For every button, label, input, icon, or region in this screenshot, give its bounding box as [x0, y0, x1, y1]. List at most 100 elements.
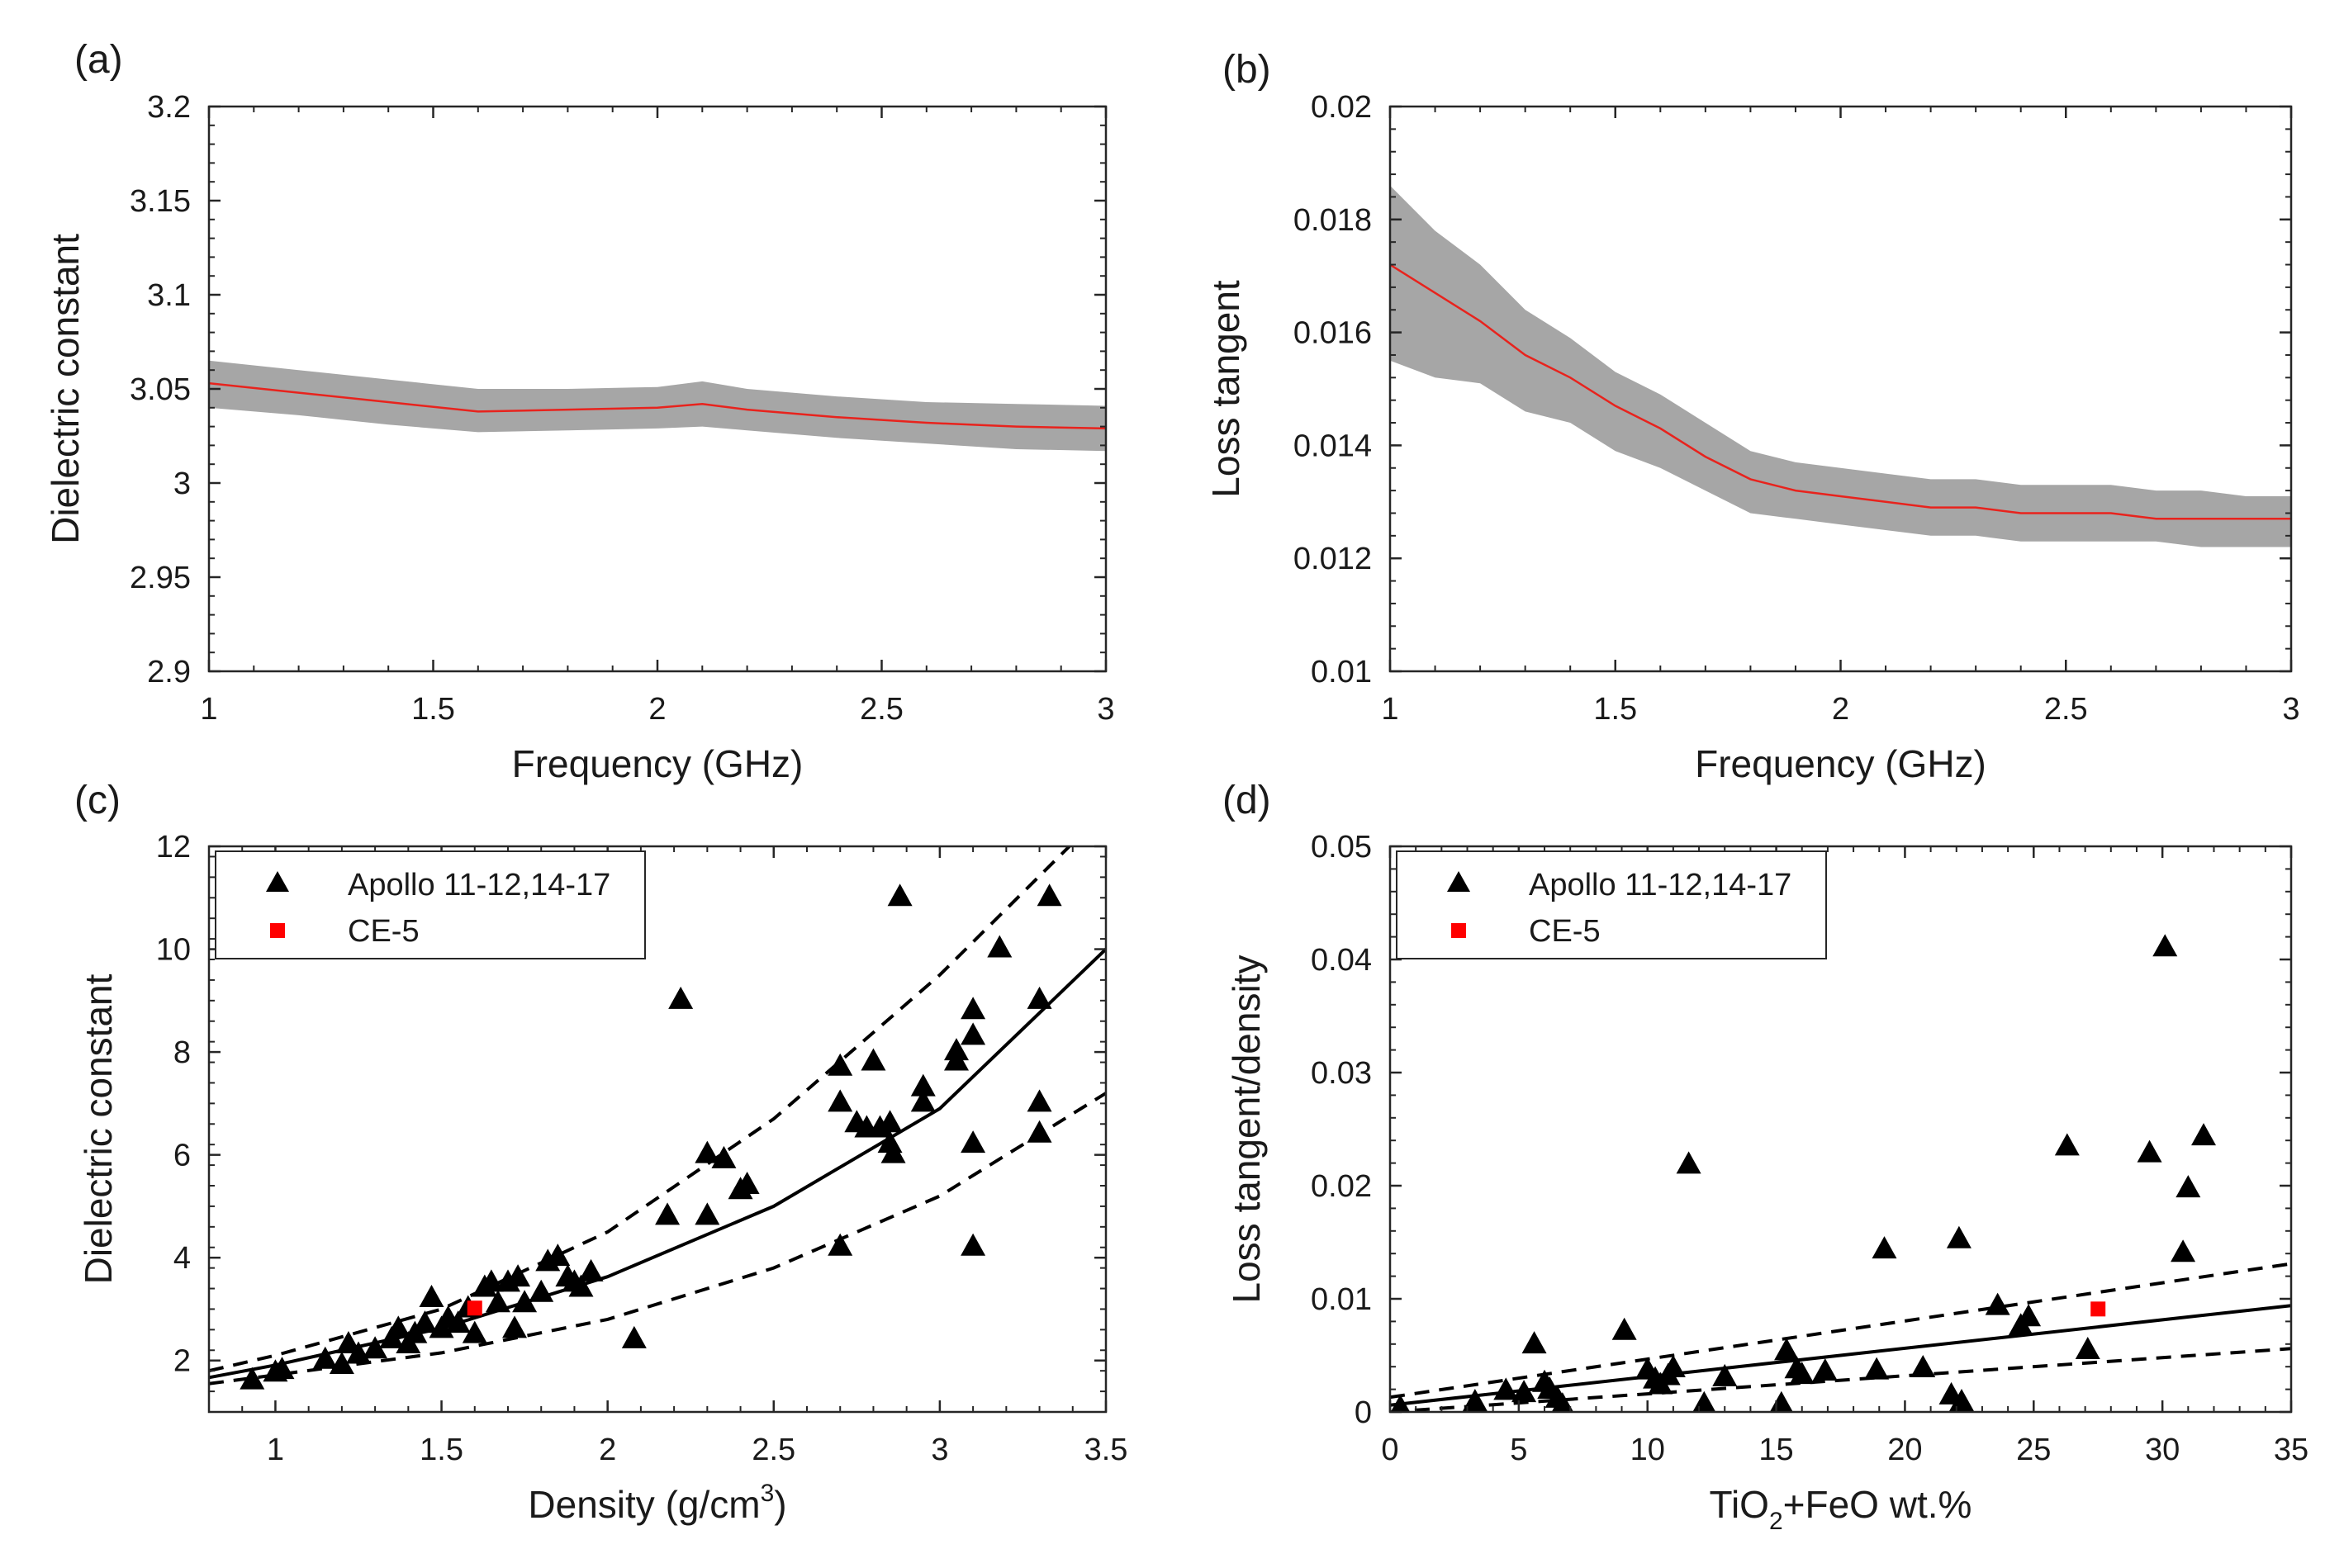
triangle-marker	[1521, 1331, 1547, 1354]
triangle-marker	[1774, 1338, 1800, 1361]
triangle-marker	[1027, 1120, 1052, 1143]
triangle-marker	[1910, 1354, 1936, 1377]
triangle-marker	[1676, 1151, 1701, 1174]
triangle-marker	[335, 1331, 361, 1354]
legend-triangle-marker	[1447, 871, 1470, 892]
x-tick-label: 2.5	[860, 692, 904, 727]
triangle-marker	[2137, 1139, 2162, 1163]
x-tick-label: 3	[1097, 692, 1114, 727]
triangle-marker	[1872, 1236, 1897, 1259]
x-axis-label: TiO2+FeO wt.%	[1710, 1483, 1972, 1535]
triangle-marker	[2176, 1175, 2201, 1198]
triangle-marker	[734, 1172, 760, 1194]
panel-a: 1 1.5 2 2.5 3 2.9 2.95 3 3.05 3.1 3.15 3.2 Frequency…	[44, 38, 1115, 785]
y-tick-label: 0.016	[1293, 316, 1372, 351]
y-tick-label: 4	[173, 1241, 191, 1276]
x-tick-label: 35	[2274, 1433, 2308, 1467]
triangle-marker	[512, 1290, 538, 1313]
x-tick-label: 1	[1381, 692, 1398, 727]
y-tick-label: 2.9	[147, 655, 191, 689]
lower-bound-line	[209, 1092, 1106, 1386]
triangle-marker	[877, 1110, 903, 1133]
triangle-marker	[1712, 1363, 1738, 1386]
triangle-marker	[961, 1022, 986, 1045]
triangle-marker	[880, 1140, 906, 1163]
triangle-marker	[1390, 1394, 1411, 1412]
x-tick-label: 1	[267, 1433, 284, 1467]
triangle-marker	[1611, 1317, 1637, 1340]
x-tick-label: 3.5	[1084, 1433, 1128, 1467]
triangle-marker	[695, 1202, 720, 1225]
triangle-marker	[269, 1357, 295, 1380]
plot-area	[1390, 185, 2291, 547]
triangle-marker	[1493, 1377, 1519, 1400]
triangle-marker	[1949, 1389, 1975, 1412]
triangle-marker	[887, 883, 913, 907]
triangle-marker	[668, 986, 694, 1009]
y-tick-label: 3	[173, 467, 191, 501]
triangle-marker	[478, 1269, 504, 1292]
plot-area	[209, 360, 1106, 452]
triangle-marker	[695, 1140, 720, 1163]
legend-box	[215, 850, 646, 959]
triangle-marker	[2171, 1239, 2196, 1262]
y-tick-label: 0.03	[1311, 1056, 1372, 1091]
triangle-marker	[2016, 1304, 2042, 1327]
triangle-marker	[529, 1279, 554, 1302]
legend-square-marker	[270, 923, 285, 938]
y-tick-label: 3.1	[147, 278, 191, 313]
triangle-marker	[1769, 1390, 1793, 1412]
panel-d: 0 5 10 15 20 25 30 35 0 0.01 0.02 0.03 0.04 0.05 TiO2+…	[1222, 779, 2308, 1535]
x-tick-label: 0	[1381, 1433, 1398, 1467]
triangle-marker	[1027, 986, 1052, 1009]
triangle-marker	[412, 1310, 438, 1334]
triangle-marker	[312, 1346, 338, 1369]
triangle-marker	[910, 1089, 936, 1112]
triangle-marker	[1037, 883, 1062, 907]
triangle-marker	[240, 1367, 265, 1390]
triangle-marker	[1946, 1225, 1972, 1248]
y-tick-label: 8	[173, 1035, 191, 1070]
triangle-marker	[828, 1053, 853, 1076]
x-tick-label: 2	[1832, 692, 1849, 727]
triangle-marker	[655, 1202, 681, 1225]
y-tick-label: 0.04	[1311, 943, 1372, 978]
uncertainty-band	[209, 360, 1106, 452]
x-tick-label: 2	[599, 1433, 616, 1467]
y-axis-label: Loss tangent/density	[1225, 955, 1268, 1304]
y-tick-label: 0.014	[1293, 429, 1372, 463]
upper-bound-line	[209, 846, 1071, 1373]
triangle-marker	[961, 1130, 986, 1153]
triangle-marker	[961, 1233, 986, 1256]
x-tick-label: 5	[1510, 1433, 1527, 1467]
x-tick-label: 20	[1887, 1433, 1922, 1467]
triangle-marker	[2191, 1123, 2217, 1146]
y-tick-label: 10	[156, 933, 191, 968]
y-tick-label: 0.02	[1311, 90, 1372, 125]
lower-bound-line	[1390, 1347, 2291, 1412]
y-tick-label: 0.05	[1311, 830, 1372, 865]
triangle-marker	[961, 997, 986, 1020]
mean-line	[209, 381, 1106, 430]
legend: Apollo 11-12,14-17 CE-5	[215, 850, 646, 959]
uncertainty-band	[1390, 185, 2291, 547]
y-tick-label: 3.15	[130, 184, 191, 219]
triangle-marker	[545, 1244, 571, 1267]
triangle-marker	[621, 1325, 647, 1348]
x-axis-label: Frequency (GHz)	[1695, 742, 1986, 785]
y-tick-label: 0	[1355, 1395, 1372, 1430]
legend-box	[1396, 850, 1827, 959]
x-tick-label: 1.5	[420, 1433, 463, 1467]
triangle-marker	[711, 1145, 737, 1168]
x-tick-label: 2.5	[2044, 692, 2088, 727]
panel-label: (d)	[1222, 779, 1271, 822]
plot-area	[209, 846, 1106, 1390]
triangle-marker	[987, 935, 1013, 958]
x-axis-label: Frequency (GHz)	[512, 742, 804, 785]
panel-b: 1 1.5 2 2.5 3 0.01 0.012 0.014 0.016 0.018 0.02 Fre…	[1204, 48, 2300, 785]
triangle-marker	[1789, 1362, 1815, 1385]
y-tick-label: 3.05	[130, 372, 191, 407]
triangle-marker	[2054, 1133, 2080, 1156]
y-axis-label: Loss tangent	[1204, 280, 1247, 498]
triangle-marker	[1692, 1390, 1716, 1412]
